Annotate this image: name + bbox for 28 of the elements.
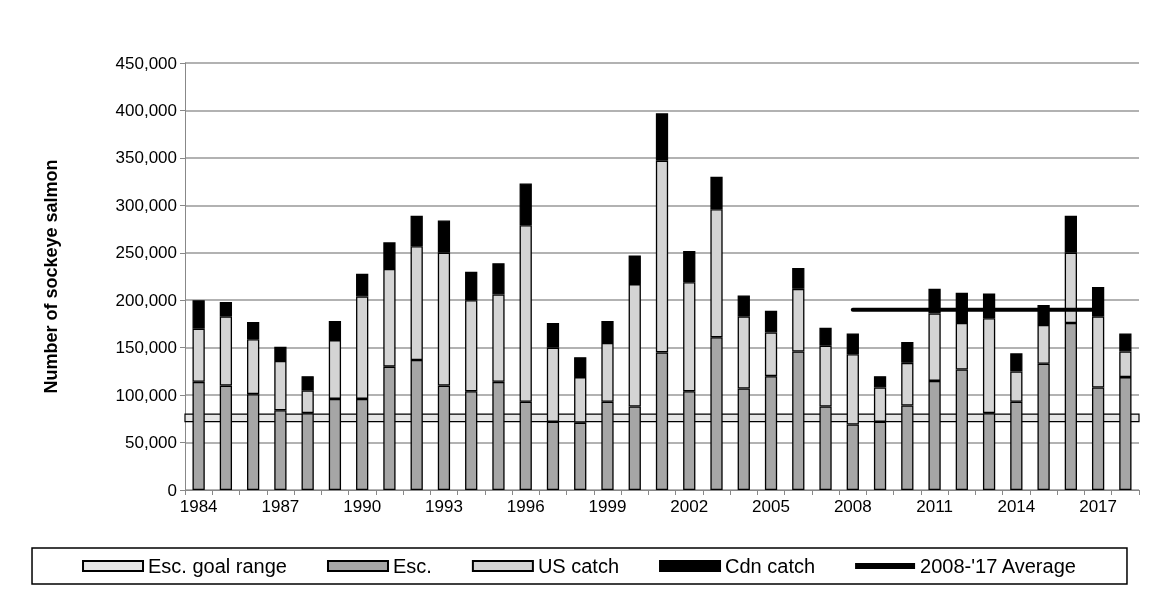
y-tick-label: 200,000 — [115, 290, 177, 310]
x-tick-label: 2002 — [670, 497, 709, 516]
legend-label: Cdn catch — [725, 555, 816, 577]
x-tick-label: 1990 — [343, 497, 382, 516]
y-tick-label: 450,000 — [115, 53, 177, 73]
x-tick-label: 1984 — [179, 497, 218, 516]
x-tick-label: 1999 — [588, 497, 627, 516]
x-tick-label: 1993 — [425, 497, 463, 516]
legend-label: US catch — [537, 555, 620, 577]
legend-label: Esc. goal range — [148, 555, 287, 577]
y-axis-title: Number of sockeye salmon — [41, 159, 61, 394]
y-tick-label: 0 — [167, 480, 177, 500]
x-tick-label: 2011 — [916, 497, 953, 516]
legend-label: Esc. — [392, 555, 432, 577]
y-tick-label: 350,000 — [115, 148, 177, 168]
x-tick-label: 2008 — [833, 497, 872, 516]
y-tick-label: 100,000 — [115, 385, 177, 405]
y-tick-label: 150,000 — [115, 338, 177, 358]
x-tick-label: 1996 — [506, 497, 545, 516]
x-tick-label: 1987 — [261, 497, 300, 516]
y-tick-label: 300,000 — [115, 195, 177, 215]
legend-label: 2008-'17 Average — [920, 555, 1076, 577]
y-tick-label: 400,000 — [115, 100, 177, 120]
x-tick-label: 2014 — [997, 497, 1036, 516]
y-tick-label: 250,000 — [115, 243, 177, 263]
x-tick-label: 2017 — [1079, 497, 1118, 516]
x-tick-label: 2005 — [752, 497, 790, 516]
y-tick-label: 50,000 — [125, 433, 177, 453]
